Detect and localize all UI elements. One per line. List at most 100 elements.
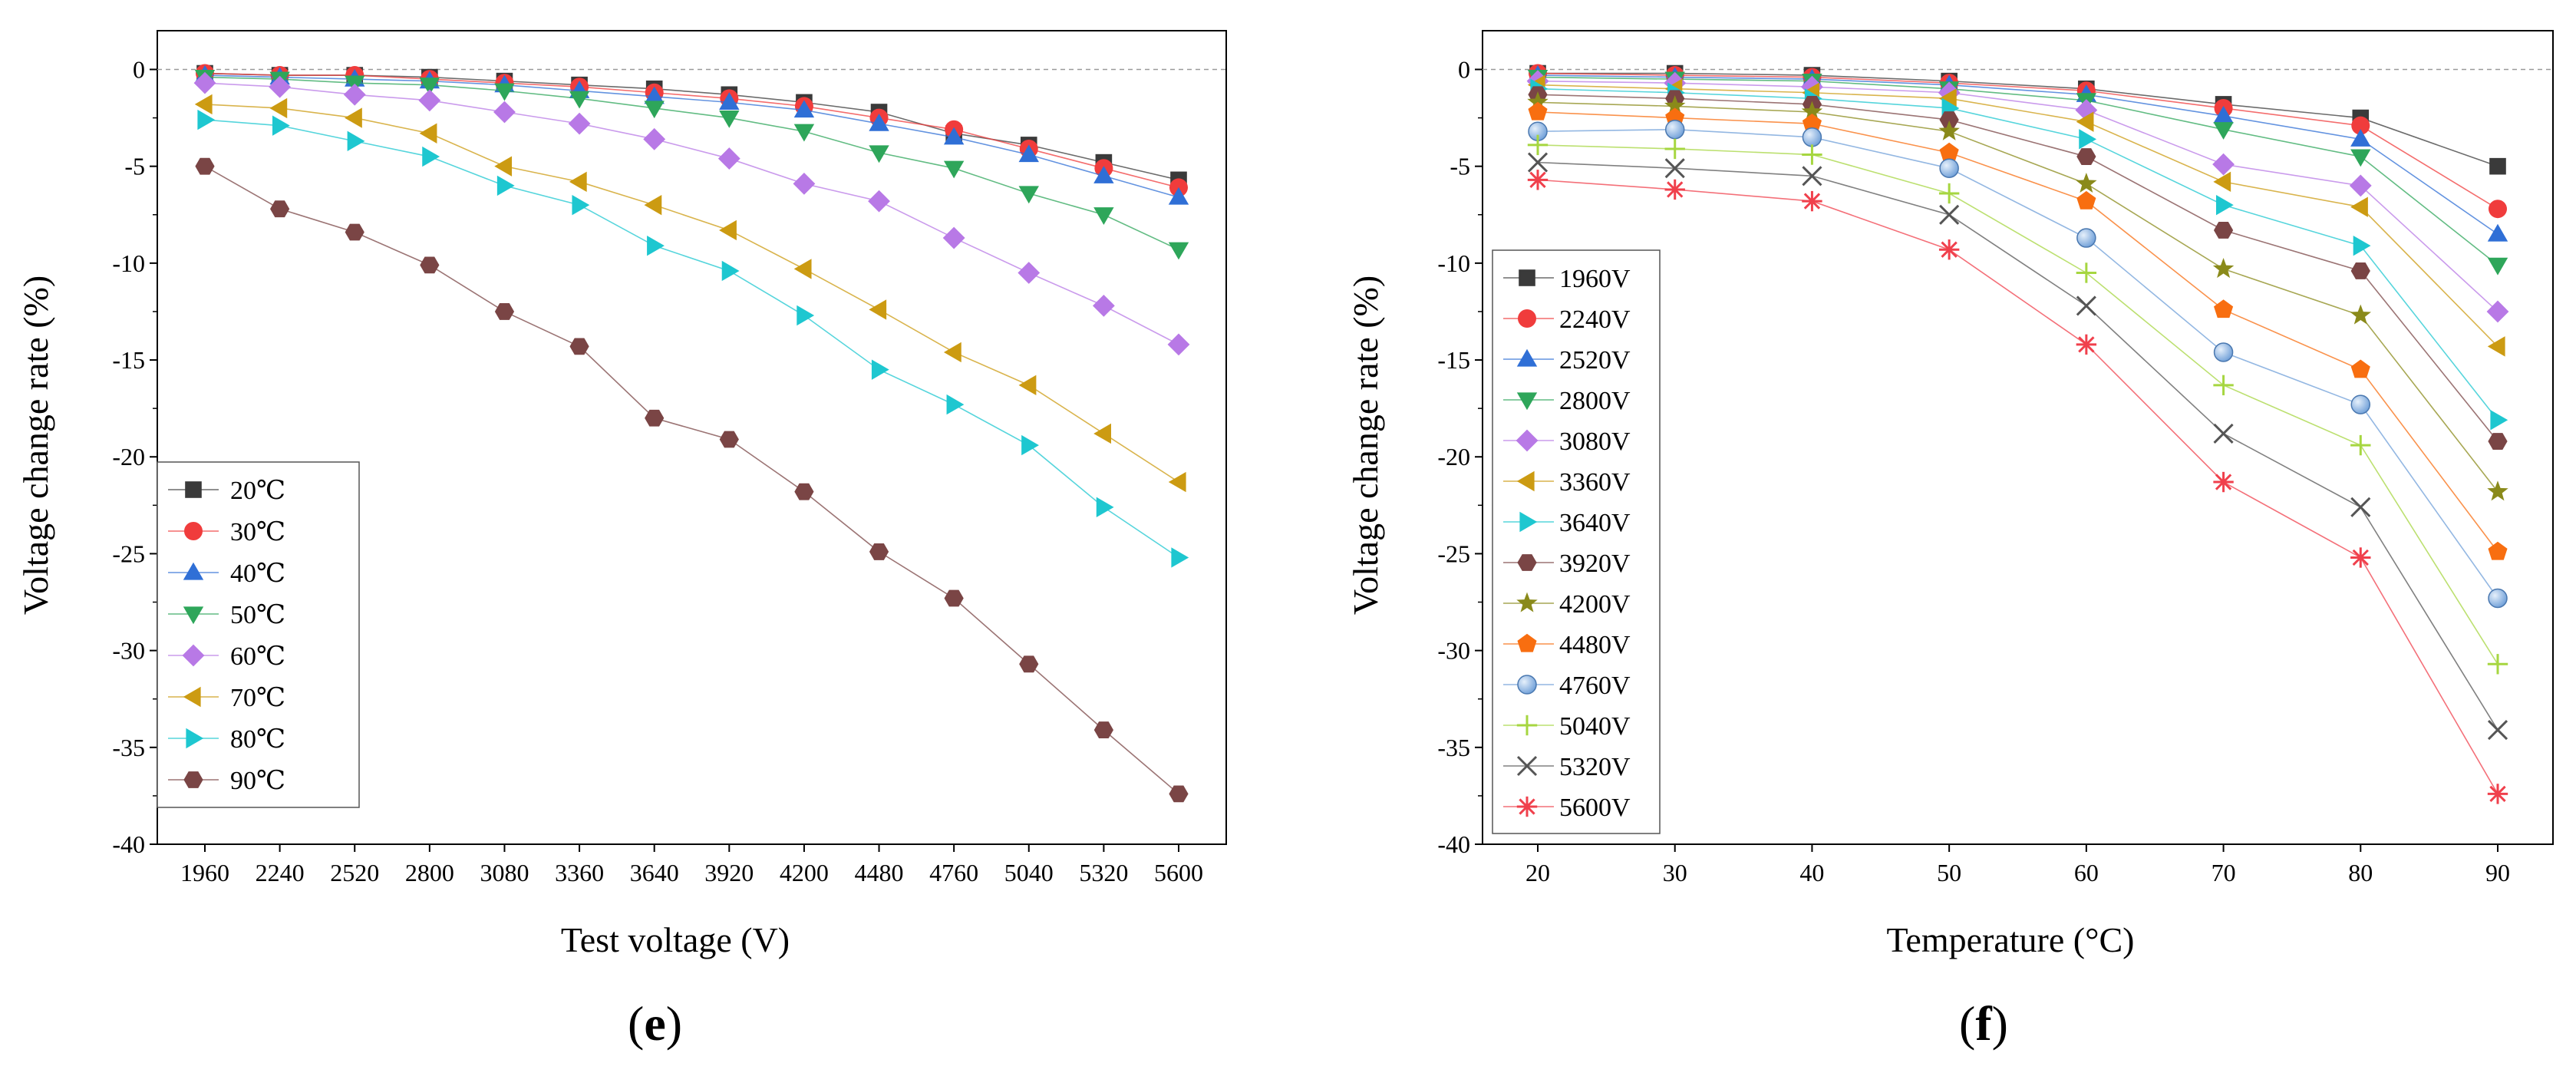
y-tick-label: -25 bbox=[1437, 540, 1470, 567]
y-tick-label: -15 bbox=[1437, 346, 1470, 374]
data-point bbox=[1093, 423, 1111, 444]
data-point bbox=[946, 394, 965, 415]
legend-label: 5320V bbox=[1559, 753, 1631, 781]
legend-item: 60℃ bbox=[168, 642, 285, 671]
x-tick-label: 40 bbox=[1799, 859, 1824, 886]
legend-box bbox=[1492, 249, 1661, 834]
data-point bbox=[868, 190, 890, 213]
x-tick-label: 90 bbox=[2485, 859, 2510, 886]
legend-marker bbox=[1517, 633, 1537, 652]
data-point bbox=[2213, 122, 2234, 140]
data-point bbox=[494, 83, 515, 101]
data-point bbox=[2349, 174, 2372, 197]
legend-marker bbox=[1516, 715, 1538, 736]
panel-label-close: ) bbox=[666, 996, 682, 1051]
series-line bbox=[1537, 74, 2498, 235]
series-30℃ bbox=[196, 64, 1188, 197]
legend-label: 40℃ bbox=[230, 560, 285, 588]
data-point bbox=[1802, 144, 1822, 165]
data-point bbox=[797, 305, 815, 326]
data-point bbox=[1093, 721, 1113, 739]
legend-item: 50℃ bbox=[168, 601, 285, 629]
data-point bbox=[1018, 375, 1037, 396]
data-point bbox=[794, 483, 814, 500]
legend-item: 2800V bbox=[1503, 387, 1631, 415]
data-point bbox=[1528, 101, 1548, 120]
y-tick-label: -35 bbox=[1437, 734, 1470, 761]
data-point bbox=[2350, 262, 2370, 279]
chart-panel-e: 0 -5 -10 -15 -20 -25 -30 -35 -40 1960 2240 2520 2800… bbox=[16, 30, 1227, 1051]
data-point bbox=[2350, 149, 2371, 167]
x-tick-label: 4760 bbox=[929, 859, 978, 886]
y-tick-label: -10 bbox=[1437, 249, 1470, 277]
x-tick-label: 2520 bbox=[330, 859, 379, 886]
data-point bbox=[2213, 423, 2234, 444]
legend-item: 4480V bbox=[1503, 631, 1631, 659]
legend-label: 90℃ bbox=[230, 767, 285, 795]
series-60℃ bbox=[193, 71, 1190, 356]
data-point bbox=[1527, 91, 1549, 112]
data-point bbox=[2076, 262, 2097, 283]
data-point bbox=[2487, 654, 2508, 675]
data-point bbox=[2350, 547, 2371, 568]
y-tick-label: -20 bbox=[112, 443, 145, 470]
legend-marker bbox=[183, 771, 203, 788]
legend-item: 5600V bbox=[1503, 794, 1631, 822]
data-point bbox=[2213, 222, 2234, 239]
panel-label: (f) bbox=[1959, 996, 2008, 1051]
y-tick-label: -40 bbox=[112, 830, 145, 858]
data-point bbox=[2076, 111, 2094, 132]
data-point bbox=[1664, 179, 1685, 200]
data-point bbox=[717, 147, 740, 170]
legend-item: 40℃ bbox=[168, 560, 285, 588]
data-point bbox=[2076, 334, 2097, 355]
series-4760V bbox=[1528, 119, 2508, 609]
legend-marker bbox=[1519, 269, 1535, 286]
legend-label: 2240V bbox=[1559, 305, 1631, 334]
legend-label: 3920V bbox=[1559, 550, 1631, 578]
legend-item: 30℃ bbox=[168, 518, 285, 546]
legend-marker bbox=[1516, 755, 1538, 777]
series-2800V bbox=[1527, 69, 2508, 276]
x-tick-label: 4480 bbox=[855, 859, 904, 886]
series-line bbox=[1537, 128, 2498, 599]
legend-item: 5320V bbox=[1503, 753, 1631, 781]
x-tick-label: 3360 bbox=[555, 859, 604, 886]
legend-item: 20℃ bbox=[168, 477, 285, 505]
legend-item: 3640V bbox=[1503, 509, 1631, 537]
series-90℃ bbox=[195, 157, 1189, 803]
data-point bbox=[420, 256, 440, 274]
data-point bbox=[869, 299, 887, 320]
series-line bbox=[1537, 101, 2498, 493]
data-point bbox=[2213, 342, 2234, 362]
data-point bbox=[494, 156, 513, 177]
data-point bbox=[2213, 171, 2231, 193]
series-4200V bbox=[1527, 91, 2508, 501]
series-line bbox=[1537, 94, 2498, 442]
data-point bbox=[419, 78, 440, 95]
legend-label: 4480V bbox=[1559, 631, 1631, 659]
y-tick-label: 0 bbox=[1458, 55, 1470, 83]
data-point bbox=[2212, 153, 2235, 176]
data-point bbox=[645, 409, 665, 427]
series-20℃ bbox=[196, 64, 1187, 189]
x-tick-label: 30 bbox=[1663, 859, 1687, 886]
data-point bbox=[195, 157, 215, 175]
y-tick-label: -25 bbox=[112, 540, 145, 567]
panel-label: (e) bbox=[628, 996, 682, 1051]
x-tick-label: 2800 bbox=[405, 859, 454, 886]
series-line bbox=[1537, 144, 2498, 665]
legend-item: 4760V bbox=[1503, 672, 1631, 700]
data-point bbox=[1664, 138, 1685, 160]
series-3920V bbox=[1528, 86, 2508, 450]
legend-marker bbox=[1517, 554, 1537, 571]
data-point bbox=[345, 223, 364, 241]
x-tick-label: 5600 bbox=[1154, 859, 1203, 886]
data-point bbox=[269, 97, 288, 119]
data-point bbox=[793, 124, 815, 142]
x-tick-label: 5040 bbox=[1004, 859, 1054, 886]
legend-label: 3640V bbox=[1559, 509, 1631, 537]
data-point bbox=[2076, 295, 2096, 316]
legend-label: 1960V bbox=[1559, 265, 1631, 293]
